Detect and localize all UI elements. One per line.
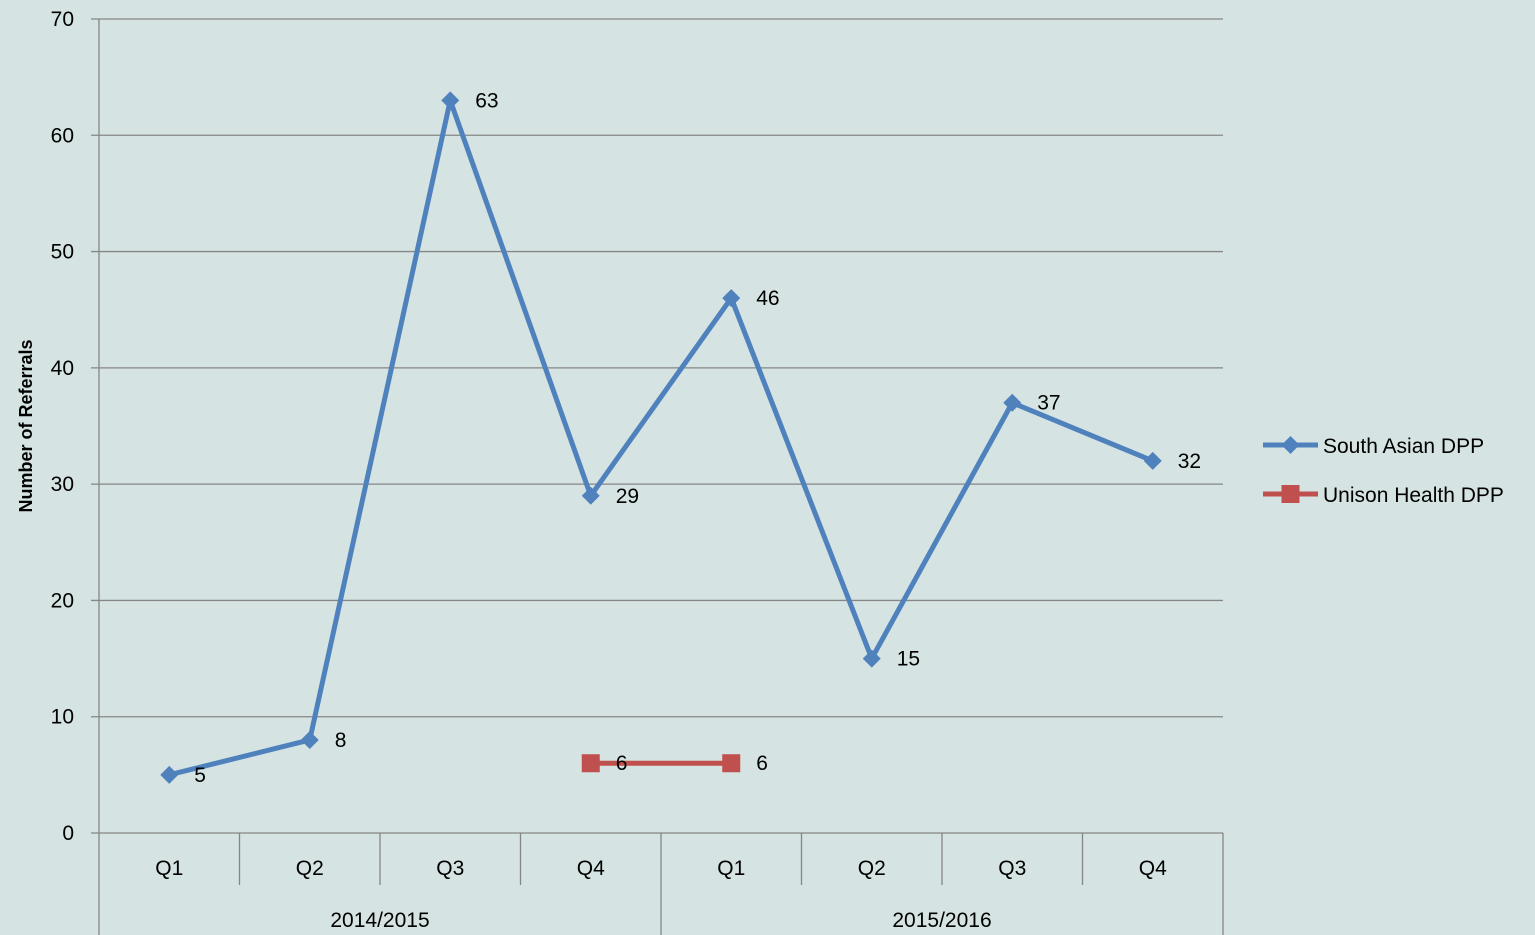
marker-south-asian-dpp-0 <box>160 765 179 784</box>
legend-marker-unison-health-dpp <box>1281 485 1300 503</box>
y-tick-label-70: 70 <box>51 8 74 31</box>
y-tick-label-50: 50 <box>51 241 74 264</box>
series-line-south-asian-dpp <box>168 97 1154 778</box>
data-label-south-asian-dpp-4: 46 <box>756 287 779 310</box>
marker-south-asian-dpp-3 <box>581 486 600 505</box>
marker-south-asian-dpp-1 <box>300 730 319 749</box>
y-axis-title: Number of Referrals <box>16 339 36 512</box>
legend-item-unison-health-dpp: Unison Health DPP <box>1263 484 1504 507</box>
gridlines <box>91 18 1223 834</box>
y-tick-label-40: 40 <box>51 357 74 380</box>
x-group-label-1: 2015/2016 <box>892 909 991 932</box>
data-label-south-asian-dpp-7: 32 <box>1178 450 1201 473</box>
legend-label-unison-health-dpp: Unison Health DPP <box>1323 484 1504 507</box>
x-tick-label-q2-1: Q2 <box>296 857 324 880</box>
y-tick-label-30: 30 <box>51 473 74 496</box>
x-tick-label-q2-5: Q2 <box>858 857 886 880</box>
legend-label-south-asian-dpp: South Asian DPP <box>1323 435 1484 458</box>
x-group-label-0: 2014/2015 <box>330 909 429 932</box>
data-label-south-asian-dpp-3: 29 <box>616 485 639 508</box>
y-tick-label-10: 10 <box>51 706 74 729</box>
axes: 0 10 20 30 40 50 60 70 Q1 Q2 Q3 Q4 Q1 Q2 Q3 Q4 2014/2015… <box>16 8 1224 935</box>
x-tick-label-q3-6: Q3 <box>998 857 1026 880</box>
data-label-south-asian-dpp-5: 15 <box>897 648 920 671</box>
y-tick-label-0: 0 <box>62 822 74 845</box>
data-label-unison-health-dpp-3: 6 <box>616 752 628 775</box>
legend: South Asian DPP Unison Health DPP <box>1263 435 1504 507</box>
marker-south-asian-dpp-6 <box>1003 393 1022 412</box>
marker-south-asian-dpp-5 <box>862 649 881 668</box>
marker-south-asian-dpp-2 <box>441 91 460 110</box>
legend-item-south-asian-dpp: South Asian DPP <box>1263 435 1484 458</box>
data-label-south-asian-dpp-0: 5 <box>194 764 206 787</box>
series-south-asian-dpp <box>160 91 1162 784</box>
x-tick-label-q4-3: Q4 <box>577 857 605 880</box>
marker-unison-health-dpp-4 <box>722 754 741 773</box>
data-labels: 5 8 63 29 46 15 37 32 6 6 <box>194 89 1201 786</box>
data-label-unison-health-dpp-4: 6 <box>756 752 768 775</box>
x-tick-label-q4-7: Q4 <box>1139 857 1167 880</box>
x-tick-label-q1-4: Q1 <box>717 857 745 880</box>
marker-unison-health-dpp-3 <box>581 754 600 773</box>
data-label-south-asian-dpp-2: 63 <box>475 89 498 112</box>
series-unison-health-dpp <box>581 754 741 773</box>
marker-south-asian-dpp-7 <box>1143 451 1162 470</box>
y-tick-label-60: 60 <box>51 124 74 147</box>
y-tick-label-20: 20 <box>51 589 74 612</box>
x-tick-label-q1-0: Q1 <box>155 857 183 880</box>
legend-marker-south-asian-dpp <box>1281 436 1300 454</box>
x-tick-label-q3-2: Q3 <box>436 857 464 880</box>
marker-south-asian-dpp-4 <box>722 289 741 308</box>
series-lines <box>160 91 1162 784</box>
data-label-south-asian-dpp-6: 37 <box>1037 392 1060 415</box>
data-label-south-asian-dpp-1: 8 <box>335 729 347 752</box>
